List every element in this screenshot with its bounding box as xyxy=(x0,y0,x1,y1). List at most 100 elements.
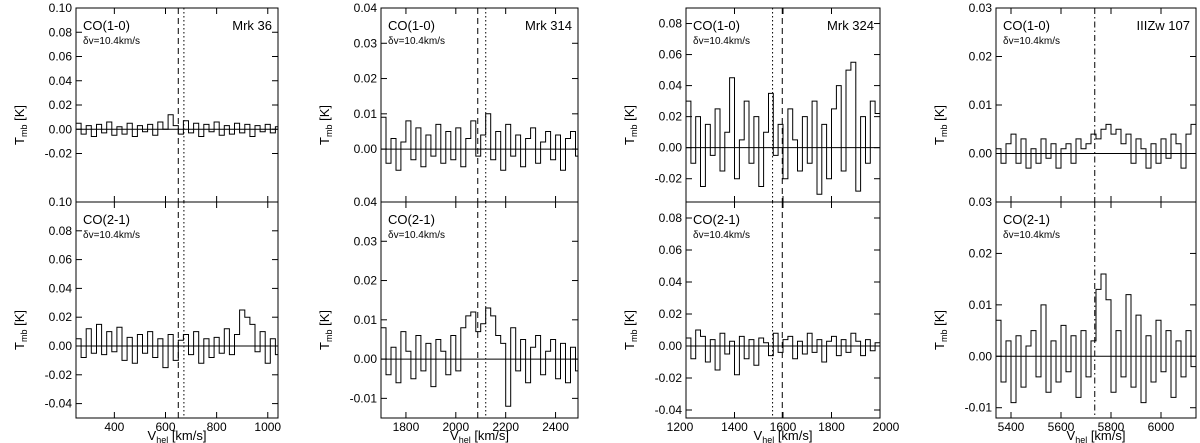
x-axis-label: Vhel [km/s] xyxy=(1067,428,1126,443)
y-tick-label: -0.04 xyxy=(655,403,683,417)
x-tick-label: 1600 xyxy=(770,420,797,434)
panel-frame xyxy=(380,201,579,419)
y-tick-label: 0.02 xyxy=(969,246,993,260)
transition-label: CO(2-1) xyxy=(83,212,130,227)
y-axis-label: Tmb [K] xyxy=(317,310,334,350)
y-tick-label: 0.00 xyxy=(969,349,993,363)
y-tick-label: -0.01 xyxy=(350,391,378,405)
panel-frame xyxy=(995,201,1197,419)
y-tick-label: 0.03 xyxy=(354,36,378,50)
spectrum-co21 xyxy=(996,273,1196,404)
y-tick-label: 0.04 xyxy=(49,281,73,295)
x-tick-label: 800 xyxy=(207,420,227,434)
y-tick-label: 0.00 xyxy=(659,339,683,353)
resolution-label: δv=10.4km/s xyxy=(83,36,140,47)
y-tick-label: 0.04 xyxy=(354,1,378,15)
y-tick-label: 0.08 xyxy=(49,224,73,238)
y-tick-label: 0.02 xyxy=(969,50,993,64)
spectrum-co10 xyxy=(381,113,578,171)
y-tick-label: -0.01 xyxy=(965,401,993,415)
y-tick-label: -0.02 xyxy=(655,172,683,186)
y-tick-label: 0.04 xyxy=(49,74,73,88)
y-axis-label: Tmb [K] xyxy=(932,310,949,350)
spectrum-co10 xyxy=(76,114,278,137)
x-tick-label: 1000 xyxy=(254,420,281,434)
y-tick-label: 0.00 xyxy=(659,141,683,155)
y-tick-label: -0.02 xyxy=(45,368,73,382)
x-tick-label: 400 xyxy=(104,420,124,434)
y-tick-label: 0.08 xyxy=(659,17,683,31)
y-tick-label: 0.08 xyxy=(659,211,683,225)
resolution-label: δv=10.4km/s xyxy=(1003,36,1060,47)
y-tick-label: 0.03 xyxy=(969,195,993,209)
spectrum-co21 xyxy=(686,329,880,376)
spectrum-co10 xyxy=(686,61,880,195)
spectrum-co21 xyxy=(381,307,578,407)
panel-co21: 0.03 0.02 0.01 0.00 -0.01 CO(2-1) δv=10.4km/s T… xyxy=(932,195,1197,419)
x-axis-label: Vhel [km/s] xyxy=(148,428,207,443)
y-tick-label: 0.01 xyxy=(354,313,378,327)
y-tick-label: 0.00 xyxy=(49,122,73,136)
galaxy-name: IIIZw 107 xyxy=(1137,18,1190,33)
galaxy-name: Mrk 324 xyxy=(827,18,874,33)
x-tick-label: 600 xyxy=(155,420,175,434)
resolution-label: δv=10.4km/s xyxy=(693,36,750,47)
spectrum-co10 xyxy=(996,123,1196,169)
x-tick-label: 1800 xyxy=(818,420,845,434)
x-tick-label: 1200 xyxy=(667,420,694,434)
x-axis-label: Vhel [km/s] xyxy=(754,428,813,443)
y-tick-label: 0.08 xyxy=(49,25,73,39)
chart-2: 0.04 0.03 0.02 0.01 0.00 CO(1-0) δv=10.4km/s Mr… xyxy=(317,1,579,443)
x-tick-label: 2200 xyxy=(492,420,519,434)
x-tick-label: 6000 xyxy=(1148,420,1175,434)
panel-co10: 0.04 0.03 0.02 0.01 0.00 CO(1-0) δv=10.4km/s Mr… xyxy=(317,1,579,203)
panel-co21: 0.10 0.08 0.06 0.04 0.02 0.00 -0.02 -0.04 CO(2-1… xyxy=(12,195,279,419)
resolution-label: δv=10.4km/s xyxy=(388,230,445,241)
spectrum-co21 xyxy=(76,309,278,369)
transition-label: CO(2-1) xyxy=(1003,212,1050,227)
galaxy-name: Mrk 314 xyxy=(525,18,572,33)
y-tick-label: 0.00 xyxy=(354,142,378,156)
panel-co21: 0.04 0.03 0.02 0.01 0.00 -0.01 CO(2-1) δv=10.4k… xyxy=(317,195,579,419)
transition-label: CO(1-0) xyxy=(83,18,130,33)
x-tick-label: 1400 xyxy=(721,420,748,434)
x-tick-label: 5400 xyxy=(998,420,1025,434)
y-axis-label: Tmb [K] xyxy=(12,310,29,350)
panel-co10: 0.08 0.06 0.04 0.02 0.00 -0.02 CO(1-0) δv=10.4k… xyxy=(622,7,881,203)
chart-3: 0.08 0.06 0.04 0.02 0.00 -0.02 CO(1-0) δv=10.4k… xyxy=(622,7,900,443)
y-tick-label: 0.01 xyxy=(969,298,993,312)
y-tick-label: 0.00 xyxy=(49,339,73,353)
panel-co10: 0.10 0.08 0.06 0.04 0.02 0.00 -0.02 CO(1-0) δv=1… xyxy=(12,1,279,203)
y-axis-label: Tmb [K] xyxy=(12,105,29,145)
y-tick-label: 0.01 xyxy=(354,107,378,121)
y-axis-label: Tmb [K] xyxy=(317,105,334,145)
x-tick-label: 2000 xyxy=(442,420,469,434)
y-tick-label: 0.03 xyxy=(354,234,378,248)
chart-4: 0.03 0.02 0.01 0.00 CO(1-0) δv=10.4km/s IIIZw … xyxy=(932,1,1197,443)
y-axis-label: Tmb [K] xyxy=(622,105,639,145)
y-tick-label: 0.06 xyxy=(49,50,73,64)
resolution-label: δv=10.4km/s xyxy=(693,230,750,241)
y-tick-label: 0.02 xyxy=(354,274,378,288)
transition-label: CO(1-0) xyxy=(693,18,740,33)
y-tick-label: 0.04 xyxy=(659,79,683,93)
transition-label: CO(2-1) xyxy=(693,212,740,227)
chart-1: 0.10 0.08 0.06 0.04 0.02 0.00 -0.02 CO(1-0) δv=1… xyxy=(12,1,281,443)
y-tick-label: 0.02 xyxy=(49,98,73,112)
y-tick-label: 0.10 xyxy=(49,1,73,15)
y-tick-label: 0.03 xyxy=(969,1,993,15)
resolution-label: δv=10.4km/s xyxy=(1003,230,1060,241)
y-axis-label: Tmb [K] xyxy=(622,310,639,350)
x-axis-label: Vhel [km/s] xyxy=(450,428,509,443)
y-tick-label: 0.04 xyxy=(659,275,683,289)
panel-co10: 0.03 0.02 0.01 0.00 CO(1-0) δv=10.4km/s IIIZw … xyxy=(932,1,1197,203)
resolution-label: δv=10.4km/s xyxy=(388,36,445,47)
y-tick-label: 0.00 xyxy=(354,352,378,366)
y-tick-label: -0.02 xyxy=(45,147,73,161)
resolution-label: δv=10.4km/s xyxy=(83,230,140,241)
y-tick-label: 0.02 xyxy=(659,307,683,321)
y-tick-label: 0.02 xyxy=(49,310,73,324)
y-tick-label: 0.00 xyxy=(969,147,993,161)
panel-co21: 0.08 0.06 0.04 0.02 0.00 -0.02 -0.04 CO(2-1) δv=… xyxy=(622,201,881,419)
y-tick-label: 0.06 xyxy=(659,243,683,257)
